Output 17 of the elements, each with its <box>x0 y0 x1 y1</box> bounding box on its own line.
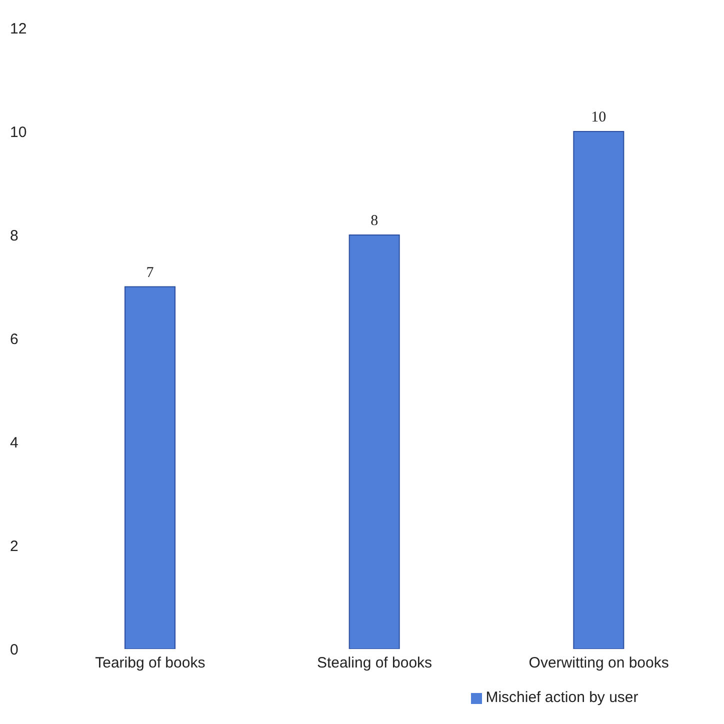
data-label: 10 <box>591 110 606 126</box>
bar <box>124 286 176 649</box>
y-tick-label: 8 <box>10 227 18 244</box>
y-tick-label: 10 <box>10 124 27 141</box>
x-tick-label: Overwitting on books <box>528 654 669 672</box>
legend-label: Mischief action by user <box>486 689 638 706</box>
y-tick-label: 12 <box>10 20 27 38</box>
y-tick-label: 0 <box>10 641 18 658</box>
y-tick-label: 4 <box>10 434 18 452</box>
y-tick-label: 6 <box>10 330 18 348</box>
x-tick-label: Tearibg of books <box>95 654 206 672</box>
data-label: 7 <box>146 264 154 281</box>
bar <box>573 131 624 649</box>
data-label: 8 <box>370 213 378 229</box>
y-tick-label: 2 <box>10 538 18 555</box>
x-tick-label: Stealing of books <box>316 654 432 672</box>
bar <box>348 234 400 649</box>
